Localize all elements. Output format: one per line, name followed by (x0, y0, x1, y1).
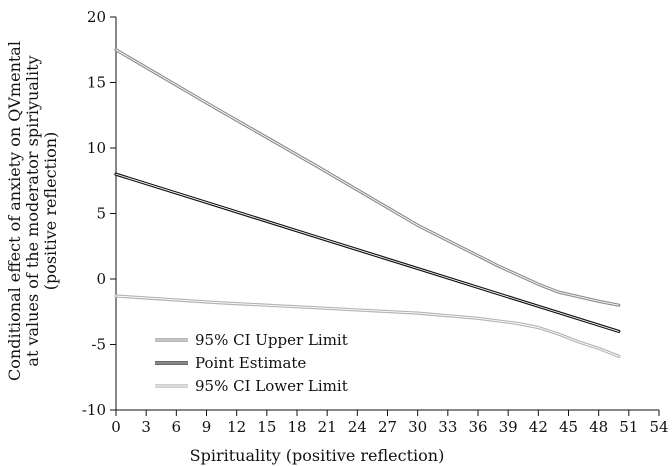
x-tick-label: 33 (438, 418, 457, 436)
series-layer (114, 48, 621, 358)
legend-label: 95% CI Lower Limit (195, 377, 348, 395)
y-tick-label: 10 (87, 139, 106, 157)
y-tick-label: -5 (91, 336, 106, 354)
series-line (114, 48, 621, 307)
legend: 95% CI Upper Limit Point Estimate 95% CI L… (155, 331, 348, 395)
legend-label: Point Estimate (195, 354, 306, 372)
y-axis-title-line-2: at values of the moderator spiriyuality (23, 55, 42, 366)
series-line-inner (115, 173, 620, 332)
x-tick-label: 36 (468, 418, 487, 436)
x-tick-label: 9 (202, 418, 212, 436)
x-tick-label: 42 (529, 418, 548, 436)
y-tick-label: -10 (82, 401, 106, 419)
series-line-inner (115, 49, 620, 306)
series-line (114, 294, 621, 358)
y-tick-label: 5 (96, 205, 106, 223)
x-tick-label: 30 (408, 418, 427, 436)
legend-item: 95% CI Lower Limit (155, 377, 348, 395)
y-tick-label: 0 (96, 270, 106, 288)
axes: 0 3 6 9 12 15 18 21 24 27 30 33 36 39 42 45 48 51 54201510… (82, 8, 669, 436)
legend-item: 95% CI Upper Limit (155, 331, 348, 349)
x-tick-label: 39 (499, 418, 518, 436)
series-3 (114, 294, 621, 358)
y-tick-label: 15 (87, 74, 106, 92)
legend-item: Point Estimate (155, 354, 306, 372)
x-tick-label: 0 (111, 418, 121, 436)
legend-label: 95% CI Upper Limit (195, 331, 348, 349)
y-tick-label: 20 (87, 8, 106, 26)
x-tick-label: 27 (378, 418, 397, 436)
x-tick-label: 24 (348, 418, 367, 436)
x-tick-label: 3 (141, 418, 151, 436)
y-axis-title-line-3: (positive reflection) (41, 132, 60, 291)
series-2 (114, 172, 621, 333)
x-tick-label: 18 (287, 418, 306, 436)
series-1 (114, 48, 621, 307)
y-axis-title-line-1: Conditional effect of anxiety on QVmenta… (5, 41, 24, 381)
series-line-inner (115, 295, 620, 357)
x-tick-label: 45 (559, 418, 578, 436)
x-tick-label: 6 (172, 418, 182, 436)
x-tick-label: 15 (257, 418, 276, 436)
x-tick-label: 51 (619, 418, 638, 436)
x-tick-label: 48 (589, 418, 608, 436)
x-tick-label: 54 (649, 418, 668, 436)
x-axis-title: Spirituality (positive reflection) (190, 446, 445, 465)
x-tick-label: 12 (227, 418, 246, 436)
x-tick-label: 21 (318, 418, 337, 436)
